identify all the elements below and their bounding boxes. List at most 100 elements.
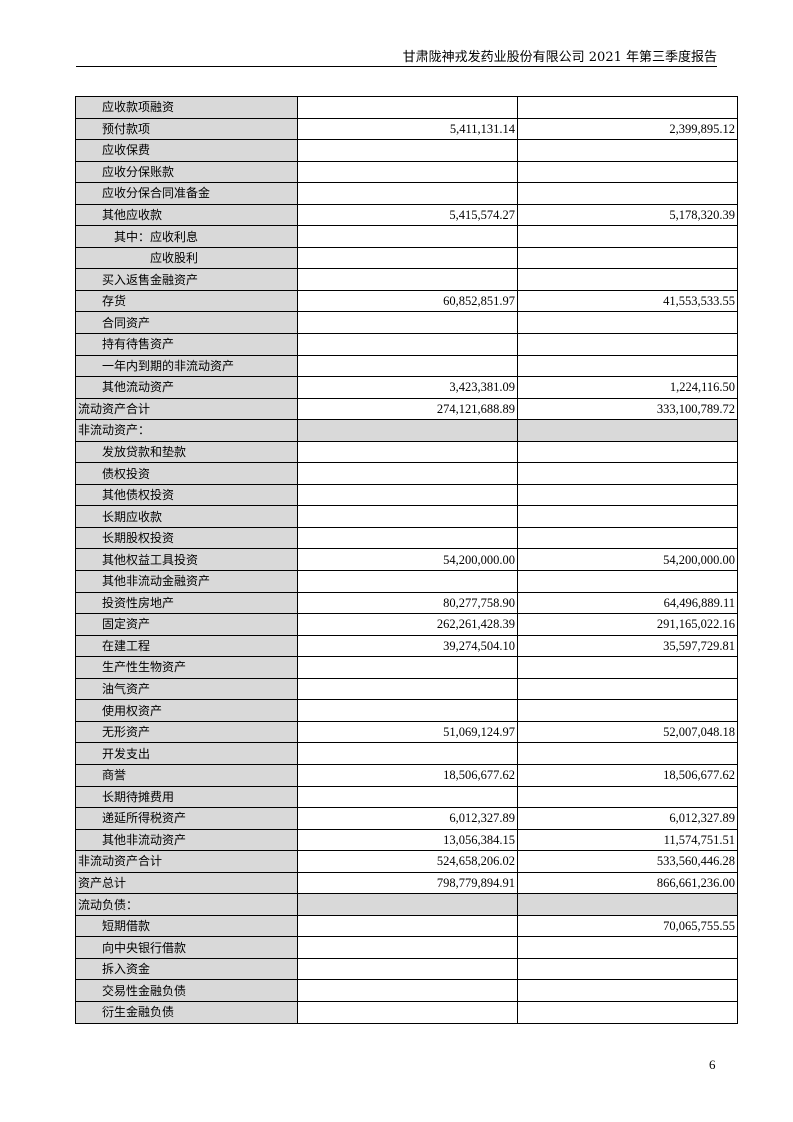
period-begin-value: 333,100,789.72 [517, 397, 738, 421]
period-end-value [297, 333, 518, 356]
period-end-value [297, 182, 518, 205]
table-row: 持有待售资产 [75, 333, 738, 356]
row-label: 流动资产合计 [75, 397, 298, 421]
row-label: 长期待摊费用 [75, 785, 298, 809]
period-end-value: 5,415,574.27 [297, 203, 518, 227]
period-end-value [297, 1000, 518, 1024]
row-label: 一年内到期的非流动资产 [75, 354, 298, 378]
table-row: 向中央银行借款 [75, 936, 738, 959]
table-row: 长期待摊费用 [75, 785, 738, 809]
period-begin-value [517, 311, 738, 335]
table-row: 非流动资产合计 524,658,206.02 533,560,446.28 [75, 850, 738, 873]
period-end-value [297, 139, 518, 162]
period-end-value [297, 957, 518, 981]
period-end-value: 3,423,381.09 [297, 376, 518, 399]
period-begin-value [517, 182, 738, 205]
table-row: 使用权资产 [75, 699, 738, 722]
period-end-value: 60,852,851.97 [297, 289, 518, 313]
row-label: 油气资产 [75, 677, 298, 701]
period-begin-value: 1,224,116.50 [517, 376, 738, 399]
row-label: 非流动资产： [75, 419, 298, 442]
row-label: 其他非流动金融资产 [75, 570, 298, 593]
period-end-value: 524,658,206.02 [297, 850, 518, 873]
row-label: 投资性房地产 [75, 591, 298, 615]
period-begin-value [517, 333, 738, 356]
table-row: 应收款项融资 [75, 96, 738, 119]
row-label: 流动负债： [75, 893, 298, 916]
period-end-value [297, 419, 518, 442]
period-begin-value [517, 160, 738, 184]
table-row: 资产总计 798,779,894.91 866,661,236.00 [75, 871, 738, 895]
period-begin-value: 6,012,327.89 [517, 807, 738, 830]
table-row: 其他权益工具投资 54,200,000.00 54,200,000.00 [75, 548, 738, 572]
table-row: 预付款项 5,411,131.14 2,399,895.12 [75, 117, 738, 141]
period-begin-value [517, 96, 738, 119]
period-end-value [297, 893, 518, 916]
period-end-value [297, 526, 518, 550]
period-end-value [297, 440, 518, 464]
row-label: 生产性生物资产 [75, 656, 298, 679]
period-end-value [297, 311, 518, 335]
period-begin-value [517, 979, 738, 1002]
table-row: 投资性房地产 80,277,758.90 64,496,889.11 [75, 591, 738, 615]
row-label: 其他应收款 [75, 203, 298, 227]
table-row: 存货 60,852,851.97 41,553,533.55 [75, 289, 738, 313]
row-label: 非流动资产合计 [75, 850, 298, 873]
period-begin-value [517, 742, 738, 765]
row-label: 长期应收款 [75, 505, 298, 528]
table-row: 短期借款 70,065,755.55 [75, 914, 738, 938]
page-number: 6 [709, 1057, 716, 1072]
period-end-value [297, 96, 518, 119]
table-row: 其他流动资产 3,423,381.09 1,224,116.50 [75, 376, 738, 399]
period-begin-value [517, 225, 738, 248]
row-label: 资产总计 [75, 871, 298, 895]
table-row: 长期股权投资 [75, 526, 738, 550]
period-end-value [297, 656, 518, 679]
table-row: 应收分保合同准备金 [75, 182, 738, 205]
row-label: 预付款项 [75, 117, 298, 141]
period-end-value: 6,012,327.89 [297, 807, 518, 830]
row-label: 其他债权投资 [75, 483, 298, 507]
period-begin-value: 52,007,048.18 [517, 720, 738, 744]
period-begin-value [517, 957, 738, 981]
period-end-value: 13,056,384.15 [297, 828, 518, 852]
period-end-value: 51,069,124.97 [297, 720, 518, 744]
period-begin-value: 64,496,889.11 [517, 591, 738, 615]
period-begin-value [517, 656, 738, 679]
table-row: 固定资产 262,261,428.39 291,165,022.16 [75, 613, 738, 636]
table-row: 应收保费 [75, 139, 738, 162]
row-label: 衍生金融负债 [75, 1000, 298, 1024]
period-begin-value [517, 936, 738, 959]
row-label: 买入返售金融资产 [75, 268, 298, 291]
period-begin-value [517, 526, 738, 550]
table-row: 油气资产 [75, 677, 738, 701]
period-begin-value [517, 139, 738, 162]
period-begin-value [517, 893, 738, 916]
period-end-value: 5,411,131.14 [297, 117, 518, 141]
table-row: 生产性生物资产 [75, 656, 738, 679]
row-label: 商誉 [75, 763, 298, 787]
report-header: 甘肃陇神戎发药业股份有限公司 2021 年第三季度报告 [402, 50, 717, 65]
period-begin-value [517, 505, 738, 528]
row-label: 应收股利 [75, 246, 298, 270]
period-end-value [297, 936, 518, 959]
row-label: 应收保费 [75, 139, 298, 162]
row-label: 持有待售资产 [75, 333, 298, 356]
row-label: 递延所得税资产 [75, 807, 298, 830]
table-row: 流动负债： [75, 893, 738, 916]
table-row: 应收股利 [75, 246, 738, 270]
row-label: 应收分保合同准备金 [75, 182, 298, 205]
row-label: 应收款项融资 [75, 96, 298, 119]
period-end-value [297, 505, 518, 528]
row-label: 应收分保账款 [75, 160, 298, 184]
row-label: 存货 [75, 289, 298, 313]
period-begin-value [517, 483, 738, 507]
table-row: 其他应收款 5,415,574.27 5,178,320.39 [75, 203, 738, 227]
table-row: 无形资产 51,069,124.97 52,007,048.18 [75, 720, 738, 744]
row-label: 拆入资金 [75, 957, 298, 981]
row-label: 短期借款 [75, 914, 298, 938]
table-row: 应收分保账款 [75, 160, 738, 184]
period-end-value: 18,506,677.62 [297, 763, 518, 787]
row-label: 向中央银行借款 [75, 936, 298, 959]
table-row: 在建工程 39,274,504.10 35,597,729.81 [75, 634, 738, 658]
